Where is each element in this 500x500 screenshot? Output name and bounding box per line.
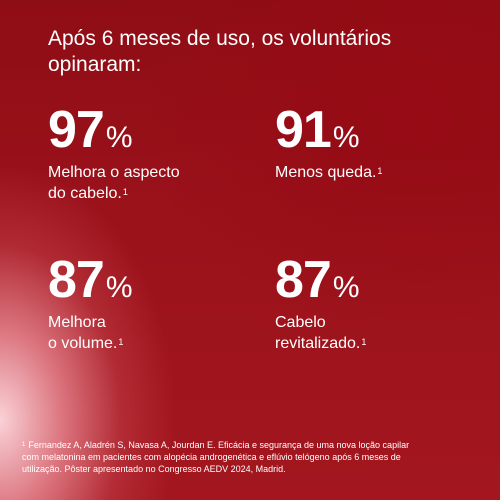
stat-label-line-1: Melhora (48, 314, 106, 331)
stat-label-text: Menos queda. (275, 164, 377, 181)
reference-marker: 1 (377, 166, 383, 176)
headline-line-1: Após 6 meses de uso, os voluntários (48, 27, 392, 50)
stat-revitalized: 87 % Cabelo revitalizado.1 (275, 254, 475, 354)
stat-label-line-2: revitalizado.1 (275, 333, 475, 354)
stat-label: Melhora o aspecto do cabelo.1 (48, 162, 248, 204)
stat-label-line-1: Menos queda.1 (275, 162, 475, 183)
footnote-marker: 1 (22, 442, 26, 448)
stat-label-line-1: Melhora o aspecto (48, 164, 180, 181)
reference-marker: 1 (361, 337, 367, 347)
stat-label-text: do cabelo. (48, 185, 122, 202)
stat-label-text: revitalizado. (275, 335, 361, 352)
stat-label-line-1: Cabelo (275, 314, 326, 331)
stat-less-hair-loss: 91 % Menos queda.1 (275, 104, 475, 183)
footnote-line-1: Fernandez A, Aladrén S, Navasa A, Jourda… (28, 440, 410, 450)
stat-number: 87 (275, 251, 332, 309)
headline: Após 6 meses de uso, os voluntários opin… (48, 26, 468, 78)
percent-sign: % (332, 121, 360, 154)
percent-sign: % (105, 271, 133, 304)
stat-label-text: o volume. (48, 335, 118, 352)
stat-volume: 87 % Melhora o volume.1 (48, 254, 248, 354)
stat-label-line-2: do cabelo.1 (48, 183, 248, 204)
stat-number: 97 (48, 101, 105, 159)
reference-marker: 1 (122, 187, 128, 197)
footnote-line-3: utilização. Pôster apresentado no Congre… (22, 464, 286, 474)
stat-number: 87 (48, 251, 105, 309)
stat-value: 91 % (275, 104, 475, 156)
stat-value: 87 % (275, 254, 475, 306)
stat-label: Cabelo revitalizado.1 (275, 312, 475, 354)
footnote-line-2: com melatonina em pacientes com alopécia… (22, 452, 401, 462)
footnote-citation: 1 Fernandez A, Aladrén S, Navasa A, Jourd… (22, 439, 482, 475)
headline-line-2: opinaram: (48, 53, 142, 76)
percent-sign: % (105, 121, 133, 154)
stat-value: 97 % (48, 104, 248, 156)
stat-value: 87 % (48, 254, 248, 306)
stat-label: Melhora o volume.1 (48, 312, 248, 354)
percent-sign: % (332, 271, 360, 304)
stat-label-line-2: o volume.1 (48, 333, 248, 354)
stat-number: 91 (275, 101, 332, 159)
stat-label: Menos queda.1 (275, 162, 475, 183)
stat-hair-appearance: 97 % Melhora o aspecto do cabelo.1 (48, 104, 248, 204)
reference-marker: 1 (118, 337, 124, 347)
